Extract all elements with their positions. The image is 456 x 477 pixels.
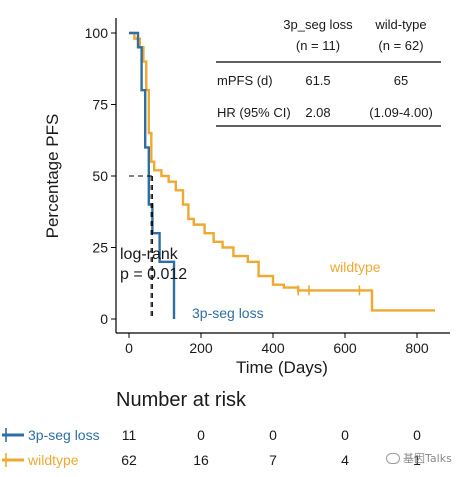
x-tick-label: 800 [405,340,429,356]
table-cell-loss: 2.08 [305,105,330,120]
y-tick-label: 50 [92,168,108,184]
risk-table: Number at risk 3p-seg loss 11 0 0 0 0 wildtype 6… [2,389,421,468]
watermark: 基因Talks [386,450,452,466]
risk-count: 1 [413,452,421,468]
annotations: log-rank p = 0.012 wildtype 3p-seg loss [120,246,381,321]
table-row-label: HR (95% CI) [217,105,291,120]
table-header-col2-n: (n = 62) [378,38,423,53]
x-tick-label: 400 [261,340,285,356]
risk-count: 16 [193,452,209,468]
y-tick-label: 75 [92,97,108,113]
table-cell-loss: 61.5 [305,73,330,88]
y-axis-label: Percentage PFS [43,114,62,239]
risk-count: 0 [413,427,421,443]
x-tick-label: 600 [333,340,357,356]
y-tick-label: 25 [92,240,108,256]
risk-count: 0 [269,427,277,443]
table-cell-wildtype: 65 [394,73,408,88]
axes: 0 25 50 75 100 0 200 400 600 800 Time (Days) Percen… [43,18,450,377]
p-value-label: p = 0.012 [120,266,187,283]
x-tick-label: 200 [189,340,213,356]
survival-curves [129,31,435,319]
risk-count: 4 [341,452,349,468]
risk-row-label: wildtype [27,452,79,468]
table-cell-wildtype: (1.09-4.00) [369,105,433,120]
x-tick-label: 0 [125,340,133,356]
y-tick-label: 0 [100,311,108,327]
wildtype-curve-label: wildtype [329,259,381,275]
risk-count: 0 [197,427,205,443]
table-row-label: mPFS (d) [217,73,273,88]
watermark-text: 基因Talks [403,452,452,465]
table-header-col1: 3p_seg loss [283,17,353,32]
series-line-3p-seg-loss [129,31,176,319]
y-tick-label: 100 [85,25,109,41]
table-header-col1-n: (n = 11) [296,38,340,53]
x-axis-label: Time (Days) [236,358,328,377]
risk-row-label: 3p-seg loss [28,427,100,443]
risk-count: 7 [269,452,277,468]
risk-count: 11 [122,427,137,443]
risk-count: 0 [341,427,349,443]
logrank-label: log-rank [120,246,179,263]
chat-bubble-icon [386,452,400,464]
loss-curve-label: 3p-seg loss [192,305,264,321]
summary-table: 3p_seg loss (n = 11) wild-type (n = 62) mPFS… [216,17,441,127]
risk-table-title: Number at risk [116,389,247,411]
table-header-col2: wild-type [374,17,426,32]
risk-count: 62 [121,452,137,468]
